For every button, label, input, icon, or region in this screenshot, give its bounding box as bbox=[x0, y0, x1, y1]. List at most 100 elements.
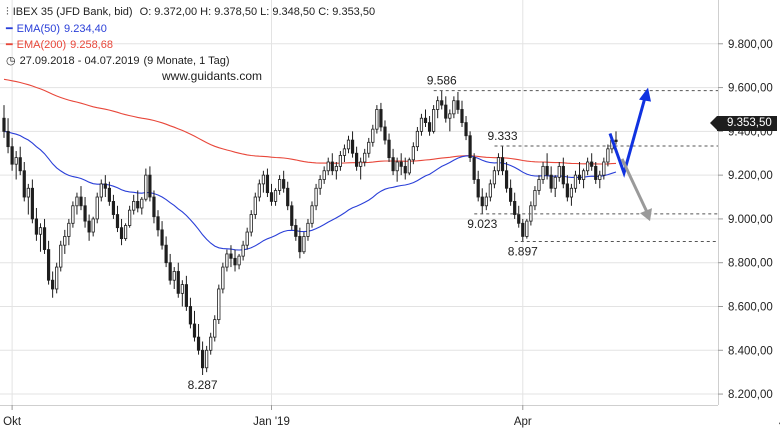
candle-body bbox=[10, 146, 14, 165]
ema200-line bbox=[3, 78, 617, 165]
candle-body bbox=[415, 130, 420, 148]
candle-body bbox=[545, 165, 549, 176]
candle-body bbox=[330, 161, 334, 172]
candle-body bbox=[407, 159, 411, 174]
candle-body bbox=[399, 161, 403, 167]
candle-body bbox=[537, 179, 541, 191]
candle-body bbox=[573, 174, 578, 189]
candle-body bbox=[480, 196, 484, 207]
candle-body bbox=[371, 128, 375, 143]
candle-body bbox=[261, 174, 265, 185]
ema200-label: EMA(200) bbox=[16, 39, 67, 51]
candle-body bbox=[257, 183, 261, 198]
candle-body bbox=[387, 139, 391, 159]
candle-body bbox=[71, 205, 75, 224]
legend-instrument: ⫶ IBEX 35 (JFD Bank, bid) O: 9.372,00 H: … bbox=[6, 6, 379, 19]
candle-body bbox=[51, 279, 55, 290]
y-tick-label: 8.800,00 bbox=[728, 258, 773, 270]
candle-body bbox=[229, 253, 233, 259]
candle-body bbox=[18, 157, 22, 172]
up-arrow-head bbox=[639, 87, 651, 102]
candle-body bbox=[123, 225, 128, 240]
candle-body bbox=[38, 227, 43, 235]
candle-body bbox=[233, 257, 237, 266]
candle-body bbox=[334, 165, 338, 172]
candle-body bbox=[111, 201, 116, 215]
ema200-value: 9.258,68 bbox=[70, 39, 113, 51]
y-tick-label: 9.200,00 bbox=[728, 170, 773, 182]
candle-body bbox=[30, 187, 34, 220]
candle-body bbox=[464, 122, 468, 137]
candle-body bbox=[237, 255, 241, 266]
candle-body bbox=[517, 214, 521, 224]
candle-body bbox=[569, 187, 574, 198]
candle-body bbox=[286, 187, 290, 207]
candle-body bbox=[525, 220, 529, 237]
candle-body bbox=[355, 152, 359, 167]
candle-body bbox=[188, 306, 193, 325]
candle-body bbox=[411, 146, 415, 161]
candle-body bbox=[172, 271, 176, 281]
candle-body bbox=[606, 148, 610, 163]
candle-body bbox=[577, 174, 582, 180]
candle-body bbox=[322, 170, 326, 180]
chart-type-icon: ⫶ bbox=[6, 6, 9, 18]
legend-ema200: ━ EMA(200) 9.258,68 bbox=[6, 39, 117, 52]
candle-body bbox=[26, 187, 30, 198]
candle-body bbox=[213, 319, 217, 338]
candle-body bbox=[359, 161, 363, 167]
candle-body bbox=[391, 157, 395, 172]
candle-body bbox=[148, 174, 152, 198]
candle-body bbox=[79, 196, 83, 207]
candle-body bbox=[46, 249, 51, 281]
candle-body bbox=[225, 253, 229, 268]
candle-body bbox=[156, 216, 160, 231]
candle-body bbox=[561, 165, 565, 185]
candle-body bbox=[59, 244, 63, 268]
level-label: 8.897 bbox=[508, 244, 538, 258]
grid-lines bbox=[0, 0, 718, 405]
candle-body bbox=[22, 170, 26, 198]
candle-body bbox=[128, 209, 132, 226]
candle-body bbox=[245, 231, 249, 246]
x-tick-label: Okt bbox=[3, 416, 22, 428]
level-label: 9.586 bbox=[427, 74, 457, 88]
candle-body bbox=[67, 222, 71, 237]
candle-body bbox=[107, 187, 111, 202]
y-tick-label: 9.000,00 bbox=[728, 214, 773, 226]
x-axis: Okt Jan '19 Apr Jul bbox=[0, 405, 780, 428]
candle-body bbox=[249, 214, 253, 233]
candle-body bbox=[521, 222, 525, 237]
candle-body bbox=[395, 161, 399, 172]
y-tick-label: 9.800,00 bbox=[728, 39, 773, 51]
clock-icon: ◷ bbox=[6, 55, 16, 67]
candle-body bbox=[338, 155, 342, 167]
candle-body bbox=[383, 126, 387, 141]
legend-ema50: ━ EMA(50) 9.234,40 bbox=[6, 23, 111, 36]
level-label: 9.023 bbox=[467, 217, 497, 231]
candle-body bbox=[513, 201, 517, 215]
period-detail: (9 Monate, 1 Tag) bbox=[143, 55, 230, 67]
y-axis: 9.800,009.600,009.400,009.200,009.000,00… bbox=[718, 0, 773, 405]
candle-body bbox=[241, 244, 245, 257]
annotation-labels: 9.586 9.333 9.023 8.897 8.287 bbox=[188, 74, 539, 392]
candle-body bbox=[602, 161, 606, 176]
candle-body bbox=[221, 266, 225, 290]
candle-body bbox=[298, 236, 302, 253]
candle-body bbox=[460, 109, 464, 123]
x-tick-label: Apr bbox=[514, 416, 532, 428]
ema200-path bbox=[3, 78, 617, 165]
candle-body bbox=[83, 205, 87, 222]
candle-body bbox=[205, 349, 209, 369]
candle-body bbox=[14, 157, 18, 165]
candle-body bbox=[484, 196, 488, 207]
candle-body bbox=[456, 100, 460, 110]
candle-body bbox=[533, 190, 537, 207]
candle-body bbox=[500, 157, 505, 172]
candle-body bbox=[363, 152, 367, 163]
candle-body bbox=[34, 218, 39, 235]
candle-body bbox=[557, 165, 561, 178]
y-tick-label: 9.600,00 bbox=[728, 83, 773, 95]
candle-body bbox=[184, 284, 188, 307]
candle-body bbox=[99, 183, 103, 198]
